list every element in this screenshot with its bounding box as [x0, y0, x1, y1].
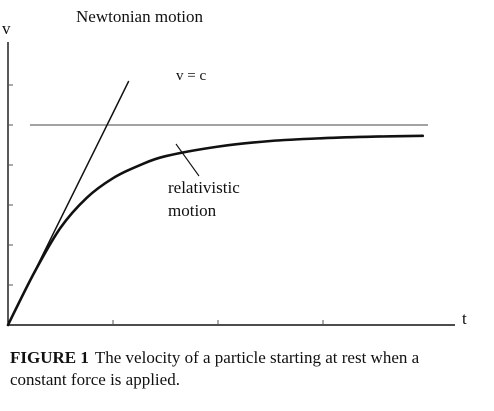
caption-figure-label: FIGURE 1 — [10, 348, 89, 367]
figure-caption: FIGURE 1 The velocity of a particle start… — [10, 347, 480, 391]
speed-of-light-label: v = c — [176, 68, 206, 84]
annotation-motion: motion — [168, 201, 217, 220]
series-relativistic-motion — [6, 134, 425, 327]
annotation-relativistic: relativistic — [168, 178, 240, 197]
y-axis-label: v — [2, 19, 11, 38]
x-axis-label: t — [462, 309, 467, 328]
y-axis-ticks — [8, 84, 13, 286]
leader-relativistic — [175, 143, 200, 177]
caption-text: The velocity of a particle starting at r… — [10, 348, 420, 389]
x-axis-ticks — [112, 320, 324, 325]
annotation-newtonian-motion: Newtonian motion — [76, 7, 204, 26]
